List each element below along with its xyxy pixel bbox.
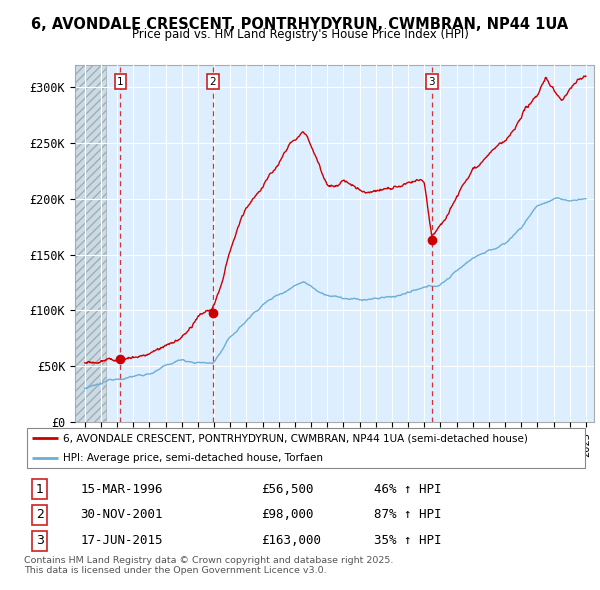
Text: 30-NOV-2001: 30-NOV-2001 — [80, 508, 163, 521]
Text: £163,000: £163,000 — [261, 535, 321, 548]
Text: 1: 1 — [36, 483, 44, 496]
Text: Price paid vs. HM Land Registry's House Price Index (HPI): Price paid vs. HM Land Registry's House … — [131, 28, 469, 41]
Text: 6, AVONDALE CRESCENT, PONTRHYDYRUN, CWMBRAN, NP44 1UA: 6, AVONDALE CRESCENT, PONTRHYDYRUN, CWMB… — [31, 17, 569, 31]
Text: £56,500: £56,500 — [261, 483, 313, 496]
Text: 87% ↑ HPI: 87% ↑ HPI — [374, 508, 441, 521]
Text: 15-MAR-1996: 15-MAR-1996 — [80, 483, 163, 496]
Text: 1: 1 — [117, 77, 124, 87]
Text: HPI: Average price, semi-detached house, Torfaen: HPI: Average price, semi-detached house,… — [64, 454, 323, 463]
Text: 2: 2 — [36, 508, 44, 521]
Text: 3: 3 — [36, 535, 44, 548]
Text: 3: 3 — [428, 77, 435, 87]
Text: 6, AVONDALE CRESCENT, PONTRHYDYRUN, CWMBRAN, NP44 1UA (semi-detached house): 6, AVONDALE CRESCENT, PONTRHYDYRUN, CWMB… — [64, 434, 529, 444]
Text: 35% ↑ HPI: 35% ↑ HPI — [374, 535, 441, 548]
Text: £98,000: £98,000 — [261, 508, 313, 521]
Bar — [75, 65, 106, 422]
FancyBboxPatch shape — [27, 428, 585, 468]
Text: 2: 2 — [209, 77, 216, 87]
Text: 17-JUN-2015: 17-JUN-2015 — [80, 535, 163, 548]
Text: 46% ↑ HPI: 46% ↑ HPI — [374, 483, 441, 496]
Text: Contains HM Land Registry data © Crown copyright and database right 2025.
This d: Contains HM Land Registry data © Crown c… — [24, 556, 394, 575]
